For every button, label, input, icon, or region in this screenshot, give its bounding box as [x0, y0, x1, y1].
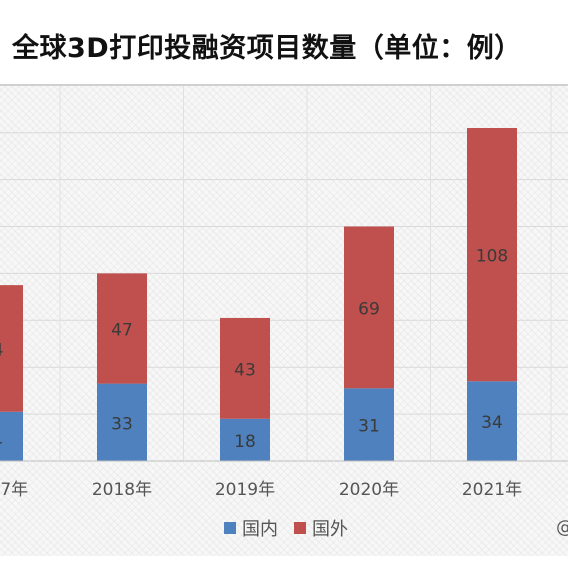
title-divider — [0, 84, 568, 86]
legend-swatch-domestic — [224, 522, 236, 534]
x-tick-label: 2021年 — [462, 480, 522, 500]
data-label-foreign: 108 — [476, 247, 508, 267]
data-label-domestic: 33 — [111, 414, 133, 434]
bar-domestic — [97, 383, 147, 461]
bar-foreign — [97, 273, 147, 384]
x-tick-label: 2018年 — [92, 480, 152, 500]
bar-domestic — [220, 418, 270, 461]
bar-foreign — [344, 226, 394, 389]
data-label-foreign: 43 — [234, 360, 256, 380]
data-label-foreign: 69 — [358, 299, 380, 319]
x-tick-label: 2020年 — [339, 480, 399, 500]
bar-foreign — [0, 285, 23, 412]
legend-item-domestic: 国内 — [224, 515, 278, 541]
title-area: 全球3D打印投融资项目数量（单位：例） — [0, 0, 568, 86]
data-label-domestic: 1 — [0, 428, 3, 448]
data-label-foreign: 47 — [111, 321, 133, 341]
bar-domestic — [0, 411, 23, 461]
bottom-margin — [0, 556, 568, 568]
legend-item-foreign: 国外 — [294, 515, 348, 541]
legend-label-domestic: 国内 — [242, 519, 278, 540]
bar-foreign — [467, 128, 517, 382]
bar-domestic — [344, 388, 394, 461]
data-label-domestic: 34 — [481, 413, 503, 433]
x-tick-label: 2017年 — [0, 480, 28, 500]
data-label-foreign: 4 — [0, 340, 3, 360]
watermark: @ — [556, 517, 568, 538]
legend-label-foreign: 国外 — [312, 519, 348, 540]
chart-title: 全球3D打印投融资项目数量（单位：例） — [12, 33, 522, 64]
bar-domestic — [467, 381, 517, 461]
bar-foreign — [220, 317, 270, 419]
data-label-domestic: 31 — [358, 417, 380, 437]
legend-swatch-foreign — [294, 522, 306, 534]
legend: 国内 国外 — [224, 516, 358, 540]
x-tick-label: 2019年 — [215, 480, 275, 500]
data-label-domestic: 18 — [234, 432, 256, 452]
